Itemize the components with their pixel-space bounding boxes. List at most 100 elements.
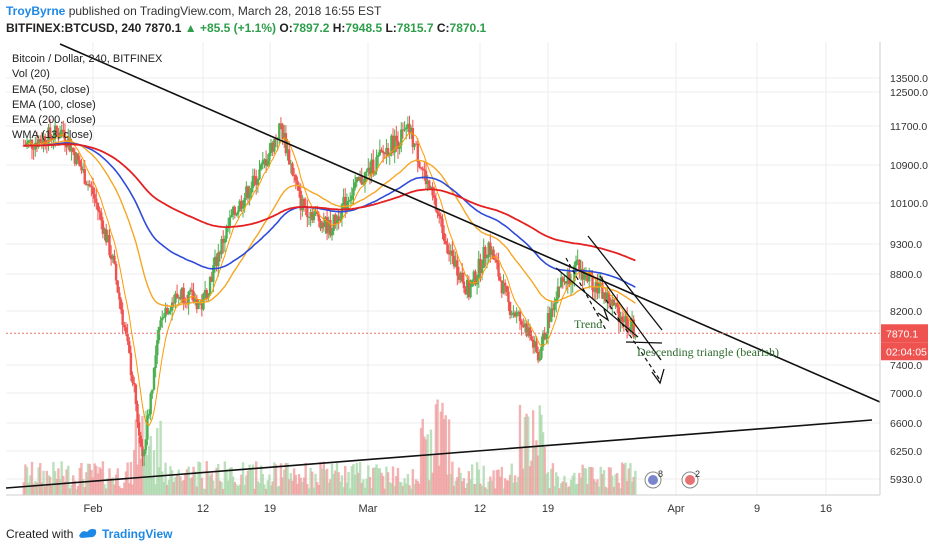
volume-bar	[485, 488, 489, 495]
candle-body	[179, 297, 182, 300]
volume-bar	[58, 478, 62, 495]
volume-bar	[634, 470, 637, 495]
volume-bar	[406, 473, 410, 495]
candle-body	[116, 280, 119, 293]
volume-bar	[566, 487, 569, 495]
candle-body	[207, 293, 210, 299]
candle-body	[624, 316, 627, 323]
candle-body	[536, 351, 540, 361]
candle-body	[578, 259, 581, 272]
volume-bar	[287, 479, 291, 495]
high-value: 7948.5	[345, 21, 383, 35]
candle-body	[375, 156, 378, 171]
candle-body	[162, 316, 166, 318]
volume-bar	[210, 473, 213, 495]
candle-body	[43, 136, 47, 145]
volume-bar	[507, 480, 510, 495]
volume-bar	[263, 484, 266, 495]
volume-bar	[527, 416, 530, 495]
volume-bar	[561, 481, 565, 495]
time-tick-label: 19	[264, 503, 276, 515]
volume-bar	[482, 465, 485, 495]
candle-body	[620, 316, 624, 321]
candle-body	[106, 235, 110, 243]
legend-item[interactable]: EMA (200, close)	[12, 114, 96, 127]
volume-bar	[72, 475, 75, 495]
candle-body	[88, 184, 91, 187]
time-tick-label: 12	[474, 503, 486, 515]
candle-body	[559, 277, 563, 287]
candle-body	[607, 292, 611, 304]
time-tick-label: 19	[542, 503, 554, 515]
symbol-quote: BITFINEX:BTCUSD, 240 7870.1 ▲ +85.5 (+1.…	[6, 21, 486, 35]
tradingview-brand-link[interactable]: TradingView	[102, 527, 173, 541]
candle-body	[72, 147, 75, 153]
volume-bar	[502, 488, 505, 495]
legend-item[interactable]: Vol (20)	[12, 68, 50, 81]
candlestick-chart[interactable]: Trend Descending triangle (bearish) 13500.…	[0, 40, 932, 518]
candle-body	[258, 169, 261, 180]
candle-body	[121, 309, 124, 325]
volume-bar	[80, 462, 83, 495]
volume-bar	[523, 416, 527, 495]
candle-body	[604, 292, 607, 302]
price-axis-bg	[880, 42, 928, 495]
candle-body	[591, 274, 594, 291]
volume-bar	[381, 475, 385, 495]
candle-body	[437, 213, 441, 217]
volume-bar	[248, 464, 251, 495]
volume-bar	[279, 463, 283, 495]
candle-body	[418, 161, 421, 168]
volume-bar	[317, 485, 321, 495]
volume-bar	[128, 483, 131, 495]
candle-body	[540, 346, 543, 359]
trend-annotation: Trend	[574, 317, 602, 331]
candle-body	[606, 292, 609, 302]
volume-bar	[314, 473, 317, 495]
candle-body	[85, 183, 88, 186]
candle-body	[259, 164, 263, 170]
candle-body	[279, 123, 283, 125]
candle-body	[497, 262, 500, 277]
candle-body	[601, 282, 604, 299]
volume-bar	[395, 476, 398, 495]
volume-bar	[40, 482, 44, 495]
volume-bar	[601, 473, 604, 495]
candle-body	[325, 217, 329, 234]
candle-body	[426, 180, 429, 185]
legend-item[interactable]: WMA (13, close)	[12, 129, 93, 142]
volume-bar	[218, 480, 222, 495]
volume-bar	[48, 476, 52, 495]
volume-bar	[114, 474, 118, 495]
candle-body	[434, 198, 438, 211]
candle-body	[505, 285, 508, 292]
volume-bar	[39, 463, 42, 495]
volume-bar	[202, 488, 205, 495]
wma-13-line	[23, 131, 636, 427]
volume-bar	[149, 436, 152, 495]
candle-body	[146, 415, 149, 440]
channel-lower-line	[555, 267, 639, 338]
legend-item[interactable]: EMA (50, close)	[12, 83, 90, 96]
legend-item[interactable]: EMA (100, close)	[12, 98, 96, 111]
candle-body	[149, 393, 152, 415]
volume-bar	[385, 466, 388, 495]
candle-body	[596, 282, 599, 294]
volume-bar	[223, 461, 227, 495]
legend-item[interactable]: Bitcoin / Dollar, 240, BITFINEX	[12, 53, 163, 65]
tradingview-logo-icon[interactable]	[78, 526, 98, 540]
candle-body	[93, 194, 96, 199]
volume-bar	[479, 483, 482, 495]
author-name[interactable]: TroyByrne	[6, 4, 66, 18]
volume-bar	[543, 447, 546, 495]
candle-body	[55, 125, 58, 133]
volume-bar	[578, 472, 581, 495]
volume-bar	[474, 484, 477, 495]
volume-bar	[553, 485, 556, 495]
volume-bar	[170, 470, 174, 495]
candle-body	[525, 323, 528, 336]
volume-bar	[472, 483, 476, 495]
candle-body	[73, 152, 77, 164]
volume-bar	[353, 474, 357, 495]
volume-bar	[203, 488, 207, 495]
